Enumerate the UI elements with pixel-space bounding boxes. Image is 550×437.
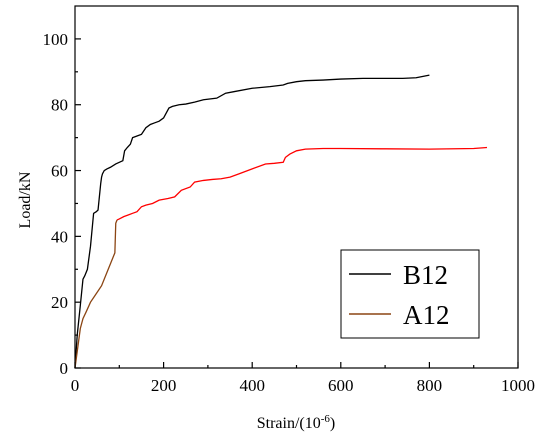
y-tick-label: 0 <box>60 359 69 378</box>
x-tick-label: 400 <box>239 376 265 395</box>
plot-area <box>74 74 488 369</box>
series-line-b12 <box>74 74 430 369</box>
y-axis-title: Load/kN <box>17 171 34 228</box>
x-tick-label: 200 <box>151 376 177 395</box>
legend-label-a12: A12 <box>403 300 450 330</box>
x-tick-label: 1000 <box>501 376 535 395</box>
x-tick-label: 800 <box>417 376 443 395</box>
x-tick-label: 600 <box>328 376 354 395</box>
legend-label-b12: B12 <box>403 260 448 290</box>
y-tick-label: 60 <box>51 162 68 181</box>
x-axis-title-main: Strain/(10 <box>257 415 321 432</box>
series-line-a12 <box>116 146 488 221</box>
y-tick-label: 20 <box>51 293 68 312</box>
y-tick-label: 40 <box>51 227 68 246</box>
x-axis-title-end: ) <box>330 415 335 432</box>
legend-box <box>340 249 480 339</box>
series-line-a12-early <box>74 219 118 369</box>
y-tick-label: 80 <box>51 96 68 115</box>
y-tick-label: 100 <box>43 30 69 49</box>
x-axis-title: Strain/(10-6) <box>257 413 336 432</box>
x-tick-label: 0 <box>71 376 80 395</box>
x-axis-title-superscript: -6 <box>321 413 331 425</box>
axes: 0 200 400 600 800 1000 0 20 40 60 80 100 <box>43 5 535 395</box>
